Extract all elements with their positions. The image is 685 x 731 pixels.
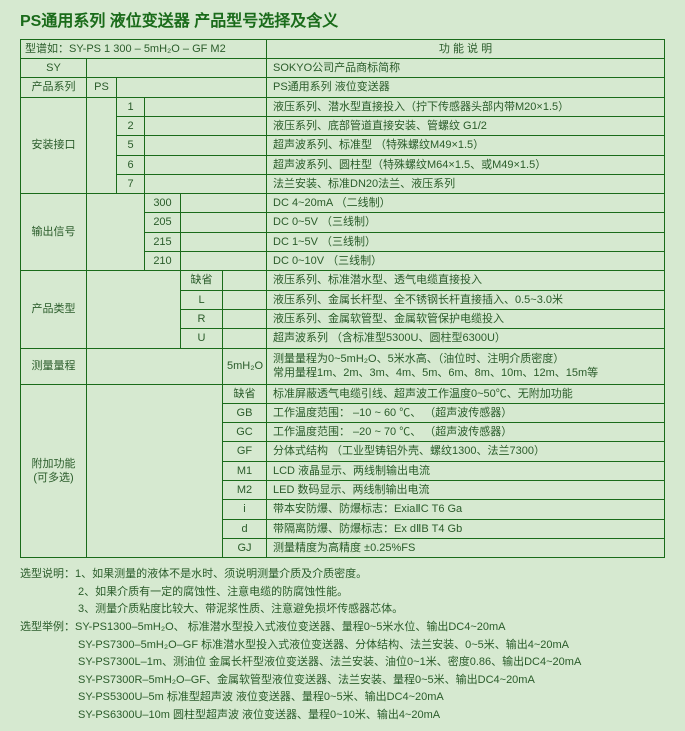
series-label: 产品系列 bbox=[21, 78, 87, 97]
notes-section: 选型说明：1、如果测量的液体不是水时、须说明测量介质及介质密度。 2、如果介质有… bbox=[20, 566, 665, 724]
output-desc: DC 0~5V （三线制） bbox=[267, 213, 665, 232]
sy-code: SY bbox=[21, 59, 87, 78]
addon-label: 附加功能(可多选) bbox=[21, 384, 87, 558]
install-desc: 超声波系列、标准型 （特殊螺纹M49×1.5） bbox=[267, 136, 665, 155]
install-desc: 液压系列、潜水型直接投入（拧下传感器头部内带M20×1.5） bbox=[267, 97, 665, 116]
output-desc: DC 0~10V （三线制） bbox=[267, 252, 665, 271]
ptype-desc: 液压系列、金属软管型、金属软管保护电缆投入 bbox=[267, 309, 665, 328]
output-code: 205 bbox=[145, 213, 181, 232]
addon-desc: LCD 液晶显示、两线制输出电流 bbox=[267, 461, 665, 480]
example-line: SY-PS7300L–1m、测油位 金属长杆型液位变送器、法兰安装、油位0~1米… bbox=[20, 654, 665, 672]
example-line: SY-PS6300U–10m 圆柱型超声波 液位变送器、量程0~10米、输出4~… bbox=[20, 707, 665, 725]
output-code: 300 bbox=[145, 194, 181, 213]
addon-code: M2 bbox=[223, 481, 267, 500]
ptype-label: 产品类型 bbox=[21, 271, 87, 348]
addon-code: i bbox=[223, 500, 267, 519]
output-code: 215 bbox=[145, 232, 181, 251]
range-desc: 测量量程为0~5mH₂O、5米水高、（油位时、注明介质密度）常用量程1m、2m、… bbox=[267, 348, 665, 384]
addon-desc: 带隔离防爆、防爆标志：Ex dⅡB T4 Gb bbox=[267, 519, 665, 538]
page-title: PS通用系列 液位变送器 产品型号选择及含义 bbox=[20, 12, 665, 33]
ptype-code: U bbox=[181, 329, 223, 348]
addon-desc: 分体式结构 （工业型铸铝外壳、螺纹1300、法兰7300） bbox=[267, 442, 665, 461]
install-code: 7 bbox=[117, 174, 145, 193]
addon-desc: LED 数码显示、两线制输出电流 bbox=[267, 481, 665, 500]
addon-desc: 带本安防爆、防爆标志：ExiaⅡC T6 Ga bbox=[267, 500, 665, 519]
ptype-code: L bbox=[181, 290, 223, 309]
note-line: 3、测量介质粘度比较大、带泥浆性质、注意避免损坏传感器芯体。 bbox=[20, 601, 665, 619]
ptype-code: 缺省 bbox=[181, 271, 223, 290]
install-code: 5 bbox=[117, 136, 145, 155]
addon-code: GB bbox=[223, 403, 267, 422]
func-header: 功 能 说 明 bbox=[267, 39, 665, 58]
ptype-desc: 液压系列、标准潜水型、透气电缆直接投入 bbox=[267, 271, 665, 290]
output-desc: DC 1~5V （三线制） bbox=[267, 232, 665, 251]
addon-desc: 标准屏蔽透气电缆引线、超声波工作温度0~50℃、无附加功能 bbox=[267, 384, 665, 403]
addon-code: GJ bbox=[223, 538, 267, 557]
addon-code: GC bbox=[223, 423, 267, 442]
series-code: PS bbox=[87, 78, 117, 97]
install-desc: 液压系列、底部管道直接安装、管螺纹 G1/2 bbox=[267, 116, 665, 135]
ptype-desc: 超声波系列 （含标准型5300U、圆柱型6300U） bbox=[267, 329, 665, 348]
addon-code: GF bbox=[223, 442, 267, 461]
output-desc: DC 4~20mA （二线制） bbox=[267, 194, 665, 213]
addon-desc: 工作温度范围： –20 ~ 70 ℃、 （超声波传感器） bbox=[267, 423, 665, 442]
note-line: 选型说明：1、如果测量的液体不是水时、须说明测量介质及介质密度。 bbox=[20, 566, 665, 584]
ptype-code: R bbox=[181, 309, 223, 328]
install-desc: 超声波系列、圆柱型（特殊螺纹M64×1.5、或M49×1.5） bbox=[267, 155, 665, 174]
addon-desc: 工作温度范围： –10 ~ 60 ℃、 （超声波传感器） bbox=[267, 403, 665, 422]
addon-desc: 测量精度为高精度 ±0.25%FS bbox=[267, 538, 665, 557]
output-label: 输出信号 bbox=[21, 194, 87, 271]
note-line: 2、如果介质有一定的腐蚀性、注意电缆的防腐蚀性能。 bbox=[20, 584, 665, 602]
sy-desc: SOKYO公司产品商标简称 bbox=[267, 59, 665, 78]
series-desc: PS通用系列 液位变送器 bbox=[267, 78, 665, 97]
install-code: 2 bbox=[117, 116, 145, 135]
spec-table: 型谱如：SY-PS 1 300 – 5mH₂O – GF M2 功 能 说 明 … bbox=[20, 39, 665, 558]
install-code: 1 bbox=[117, 97, 145, 116]
range-label: 测量量程 bbox=[21, 348, 87, 384]
example-line: SY-PS7300R–5mH₂O–GF、金属软管型液位变送器、法兰安装、量程0~… bbox=[20, 672, 665, 690]
install-label: 安装接口 bbox=[21, 97, 87, 193]
install-desc: 法兰安装、标准DN20法兰、液压系列 bbox=[267, 174, 665, 193]
model-example: 型谱如：SY-PS 1 300 – 5mH₂O – GF M2 bbox=[21, 39, 267, 58]
addon-code: M1 bbox=[223, 461, 267, 480]
ptype-desc: 液压系列、金属长杆型、全不锈钢长杆直接插入、0.5~3.0米 bbox=[267, 290, 665, 309]
example-line: SY-PS7300–5mH₂O–GF 标准潜水型投入式液位变送器、分体结构、法兰… bbox=[20, 637, 665, 655]
example-line: SY-PS5300U–5m 标准型超声波 液位变送器、量程0~5米、输出DC4~… bbox=[20, 689, 665, 707]
install-code: 6 bbox=[117, 155, 145, 174]
output-code: 210 bbox=[145, 252, 181, 271]
addon-code: d bbox=[223, 519, 267, 538]
addon-code: 缺省 bbox=[223, 384, 267, 403]
example-line: 选型举例：SY-PS1300–5mH₂O、 标准潜水型投入式液位变送器、量程0~… bbox=[20, 619, 665, 637]
range-code: 5mH₂O bbox=[223, 348, 267, 384]
